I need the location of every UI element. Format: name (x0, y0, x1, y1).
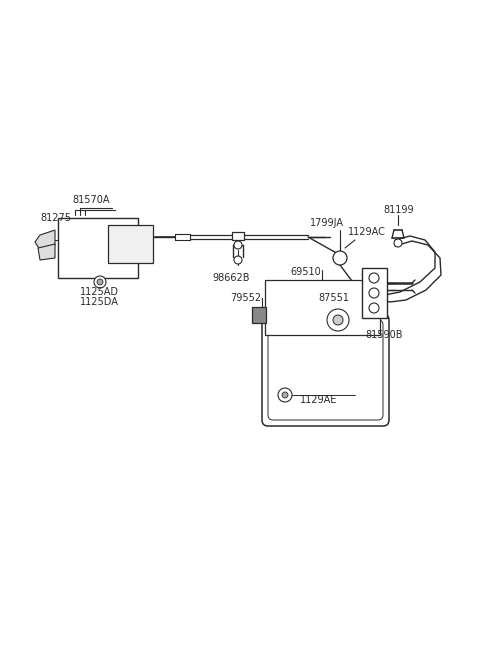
Bar (362, 268, 387, 318)
Circle shape (394, 239, 402, 247)
Circle shape (278, 388, 292, 402)
Text: 81590B: 81590B (365, 330, 403, 340)
Circle shape (369, 303, 379, 313)
Text: 81570A: 81570A (72, 195, 109, 205)
Circle shape (234, 256, 242, 264)
Text: 81199: 81199 (383, 205, 414, 215)
Text: 1125AD: 1125AD (80, 287, 119, 297)
FancyBboxPatch shape (262, 314, 389, 426)
Circle shape (369, 273, 379, 283)
Circle shape (97, 279, 103, 285)
Polygon shape (38, 244, 55, 260)
Circle shape (333, 251, 347, 265)
Text: 69510: 69510 (290, 267, 321, 277)
Text: 98662B: 98662B (212, 273, 250, 283)
Text: 1125DA: 1125DA (80, 297, 119, 307)
Polygon shape (35, 230, 55, 250)
Circle shape (333, 315, 343, 325)
Text: 1129AE: 1129AE (300, 395, 337, 405)
Circle shape (234, 241, 242, 249)
Bar (252, 307, 266, 323)
Circle shape (369, 288, 379, 298)
Text: 1799JA: 1799JA (310, 218, 344, 228)
Circle shape (327, 309, 349, 331)
Bar (265, 280, 380, 335)
Text: 87551: 87551 (318, 293, 349, 303)
Bar (108, 225, 153, 263)
FancyBboxPatch shape (268, 320, 383, 420)
Bar (232, 232, 244, 240)
Circle shape (94, 276, 106, 288)
Text: 1129AC: 1129AC (348, 227, 386, 237)
Circle shape (282, 392, 288, 398)
Text: 81275: 81275 (40, 213, 71, 223)
Bar (58, 218, 138, 278)
Text: 79552: 79552 (230, 293, 261, 303)
